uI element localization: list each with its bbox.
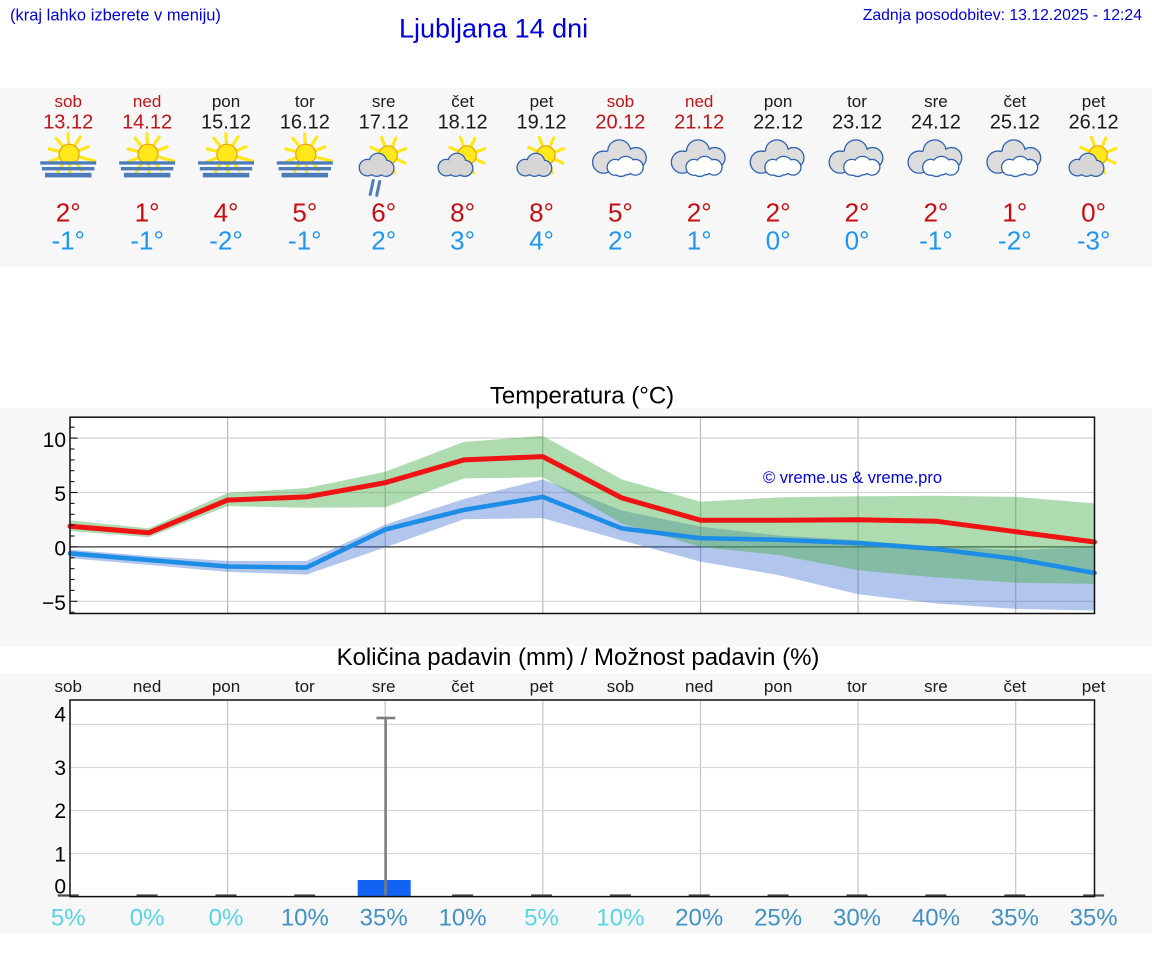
svg-text:20%: 20%: [675, 904, 723, 931]
svg-text:2°: 2°: [371, 226, 396, 256]
svg-text:25.12: 25.12: [990, 112, 1040, 134]
svg-text:sre: sre: [924, 677, 948, 696]
svg-text:0%: 0%: [130, 904, 165, 931]
svg-text:pon: pon: [764, 92, 792, 111]
svg-text:25%: 25%: [754, 904, 802, 931]
svg-text:sre: sre: [372, 677, 396, 696]
svg-text:13.12: 13.12: [43, 112, 93, 134]
svg-text:tor: tor: [847, 92, 867, 111]
svg-text:−5: −5: [42, 592, 66, 615]
svg-text:5%: 5%: [524, 904, 559, 931]
svg-text:-1°: -1°: [51, 226, 85, 256]
svg-text:sob: sob: [54, 677, 81, 696]
svg-text:8°: 8°: [529, 198, 554, 228]
svg-text:0: 0: [54, 875, 66, 898]
svg-text:19.12: 19.12: [516, 112, 566, 134]
svg-text:17.12: 17.12: [359, 112, 409, 134]
svg-text:ned: ned: [685, 677, 713, 696]
svg-text:-2°: -2°: [998, 226, 1032, 256]
svg-text:ned: ned: [133, 92, 161, 111]
svg-text:5°: 5°: [608, 198, 633, 228]
svg-text:8°: 8°: [450, 198, 475, 228]
svg-text:1°: 1°: [687, 226, 712, 256]
svg-text:tor: tor: [295, 92, 315, 111]
svg-text:čet: čet: [1003, 92, 1026, 111]
svg-text:10%: 10%: [281, 904, 329, 931]
svg-text:4: 4: [54, 704, 66, 727]
svg-text:3°: 3°: [450, 226, 475, 256]
svg-text:pet: pet: [1082, 677, 1106, 696]
svg-text:čet: čet: [451, 92, 474, 111]
svg-text:21.12: 21.12: [674, 112, 724, 134]
svg-text:(kraj lahko izberete v meniju): (kraj lahko izberete v meniju): [10, 7, 221, 25]
svg-text:-3°: -3°: [1077, 226, 1111, 256]
svg-text:sob: sob: [54, 92, 81, 111]
svg-text:pon: pon: [212, 677, 240, 696]
svg-text:35%: 35%: [991, 904, 1039, 931]
svg-text:čet: čet: [1003, 677, 1026, 696]
svg-text:26.12: 26.12: [1069, 112, 1119, 134]
svg-text:14.12: 14.12: [122, 112, 172, 134]
svg-text:20.12: 20.12: [595, 112, 645, 134]
svg-text:30%: 30%: [833, 904, 881, 931]
svg-text:5%: 5%: [51, 904, 86, 931]
svg-text:1: 1: [54, 844, 66, 867]
svg-text:35%: 35%: [360, 904, 408, 931]
svg-text:-1°: -1°: [919, 226, 953, 256]
svg-text:© vreme.us & vreme.pro: © vreme.us & vreme.pro: [763, 469, 942, 487]
svg-text:pon: pon: [764, 677, 792, 696]
svg-text:2°: 2°: [56, 198, 81, 228]
svg-text:40%: 40%: [912, 904, 960, 931]
svg-text:1°: 1°: [1002, 198, 1027, 228]
svg-text:18.12: 18.12: [438, 112, 488, 134]
svg-text:35%: 35%: [1070, 904, 1118, 931]
svg-text:2°: 2°: [687, 198, 712, 228]
svg-text:0°: 0°: [1081, 198, 1106, 228]
svg-text:2°: 2°: [766, 198, 791, 228]
svg-text:2: 2: [54, 800, 66, 823]
svg-text:pet: pet: [1082, 92, 1106, 111]
svg-text:ned: ned: [133, 677, 161, 696]
svg-text:sre: sre: [924, 92, 948, 111]
svg-text:0: 0: [54, 538, 66, 561]
svg-text:4°: 4°: [214, 198, 239, 228]
svg-text:3: 3: [54, 757, 66, 780]
svg-text:22.12: 22.12: [753, 112, 803, 134]
svg-text:5°: 5°: [292, 198, 317, 228]
svg-text:0°: 0°: [845, 226, 870, 256]
svg-text:Zadnja posodobitev: 13.12.2025: Zadnja posodobitev: 13.12.2025 - 12:24: [863, 7, 1143, 24]
svg-text:10%: 10%: [596, 904, 644, 931]
svg-text:6°: 6°: [371, 198, 396, 228]
svg-text:23.12: 23.12: [832, 112, 882, 134]
svg-text:tor: tor: [295, 677, 315, 696]
svg-text:10: 10: [43, 429, 66, 452]
svg-text:pet: pet: [530, 677, 554, 696]
svg-text:2°: 2°: [845, 198, 870, 228]
svg-text:5: 5: [54, 483, 66, 506]
svg-text:0%: 0%: [209, 904, 244, 931]
svg-text:sob: sob: [607, 92, 634, 111]
svg-text:0°: 0°: [766, 226, 791, 256]
svg-text:2°: 2°: [923, 198, 948, 228]
svg-text:10%: 10%: [439, 904, 487, 931]
svg-text:4°: 4°: [529, 226, 554, 256]
svg-text:Ljubljana 14 dni: Ljubljana 14 dni: [399, 13, 588, 43]
svg-text:čet: čet: [451, 677, 474, 696]
svg-text:1°: 1°: [135, 198, 160, 228]
svg-text:Temperatura (°C): Temperatura (°C): [490, 383, 674, 410]
svg-text:-1°: -1°: [288, 226, 322, 256]
svg-text:24.12: 24.12: [911, 112, 961, 134]
svg-text:sob: sob: [607, 677, 634, 696]
svg-text:15.12: 15.12: [201, 112, 251, 134]
svg-text:ned: ned: [685, 92, 713, 111]
svg-text:pon: pon: [212, 92, 240, 111]
svg-text:pet: pet: [530, 92, 554, 111]
svg-text:sre: sre: [372, 92, 396, 111]
svg-text:Količina padavin (mm) / Možnos: Količina padavin (mm) / Možnost padavin …: [337, 644, 820, 671]
svg-text:16.12: 16.12: [280, 112, 330, 134]
svg-text:-1°: -1°: [130, 226, 164, 256]
svg-text:-2°: -2°: [209, 226, 243, 256]
svg-text:2°: 2°: [608, 226, 633, 256]
svg-text:tor: tor: [847, 677, 867, 696]
